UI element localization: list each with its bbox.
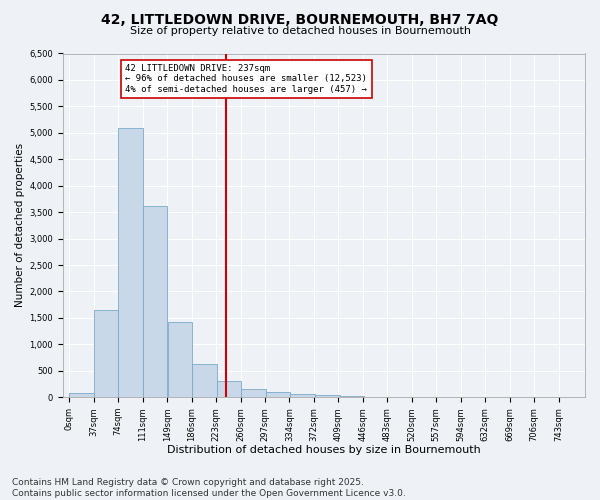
Text: 42, LITTLEDOWN DRIVE, BOURNEMOUTH, BH7 7AQ: 42, LITTLEDOWN DRIVE, BOURNEMOUTH, BH7 7…: [101, 12, 499, 26]
Bar: [192, 364, 217, 397]
X-axis label: Distribution of detached houses by size in Bournemouth: Distribution of detached houses by size …: [167, 445, 481, 455]
Bar: [69, 394, 94, 397]
Bar: [315, 396, 340, 397]
Bar: [94, 310, 118, 397]
Text: 42 LITTLEDOWN DRIVE: 237sqm
← 96% of detached houses are smaller (12,523)
4% of : 42 LITTLEDOWN DRIVE: 237sqm ← 96% of det…: [125, 64, 367, 94]
Bar: [340, 396, 364, 397]
Bar: [266, 392, 290, 397]
Bar: [118, 128, 143, 397]
Bar: [143, 206, 167, 397]
Bar: [290, 394, 314, 397]
Y-axis label: Number of detached properties: Number of detached properties: [15, 144, 25, 308]
Bar: [217, 381, 241, 397]
Bar: [168, 322, 192, 397]
Bar: [241, 389, 266, 397]
Text: Contains HM Land Registry data © Crown copyright and database right 2025.
Contai: Contains HM Land Registry data © Crown c…: [12, 478, 406, 498]
Text: Size of property relative to detached houses in Bournemouth: Size of property relative to detached ho…: [130, 26, 470, 36]
